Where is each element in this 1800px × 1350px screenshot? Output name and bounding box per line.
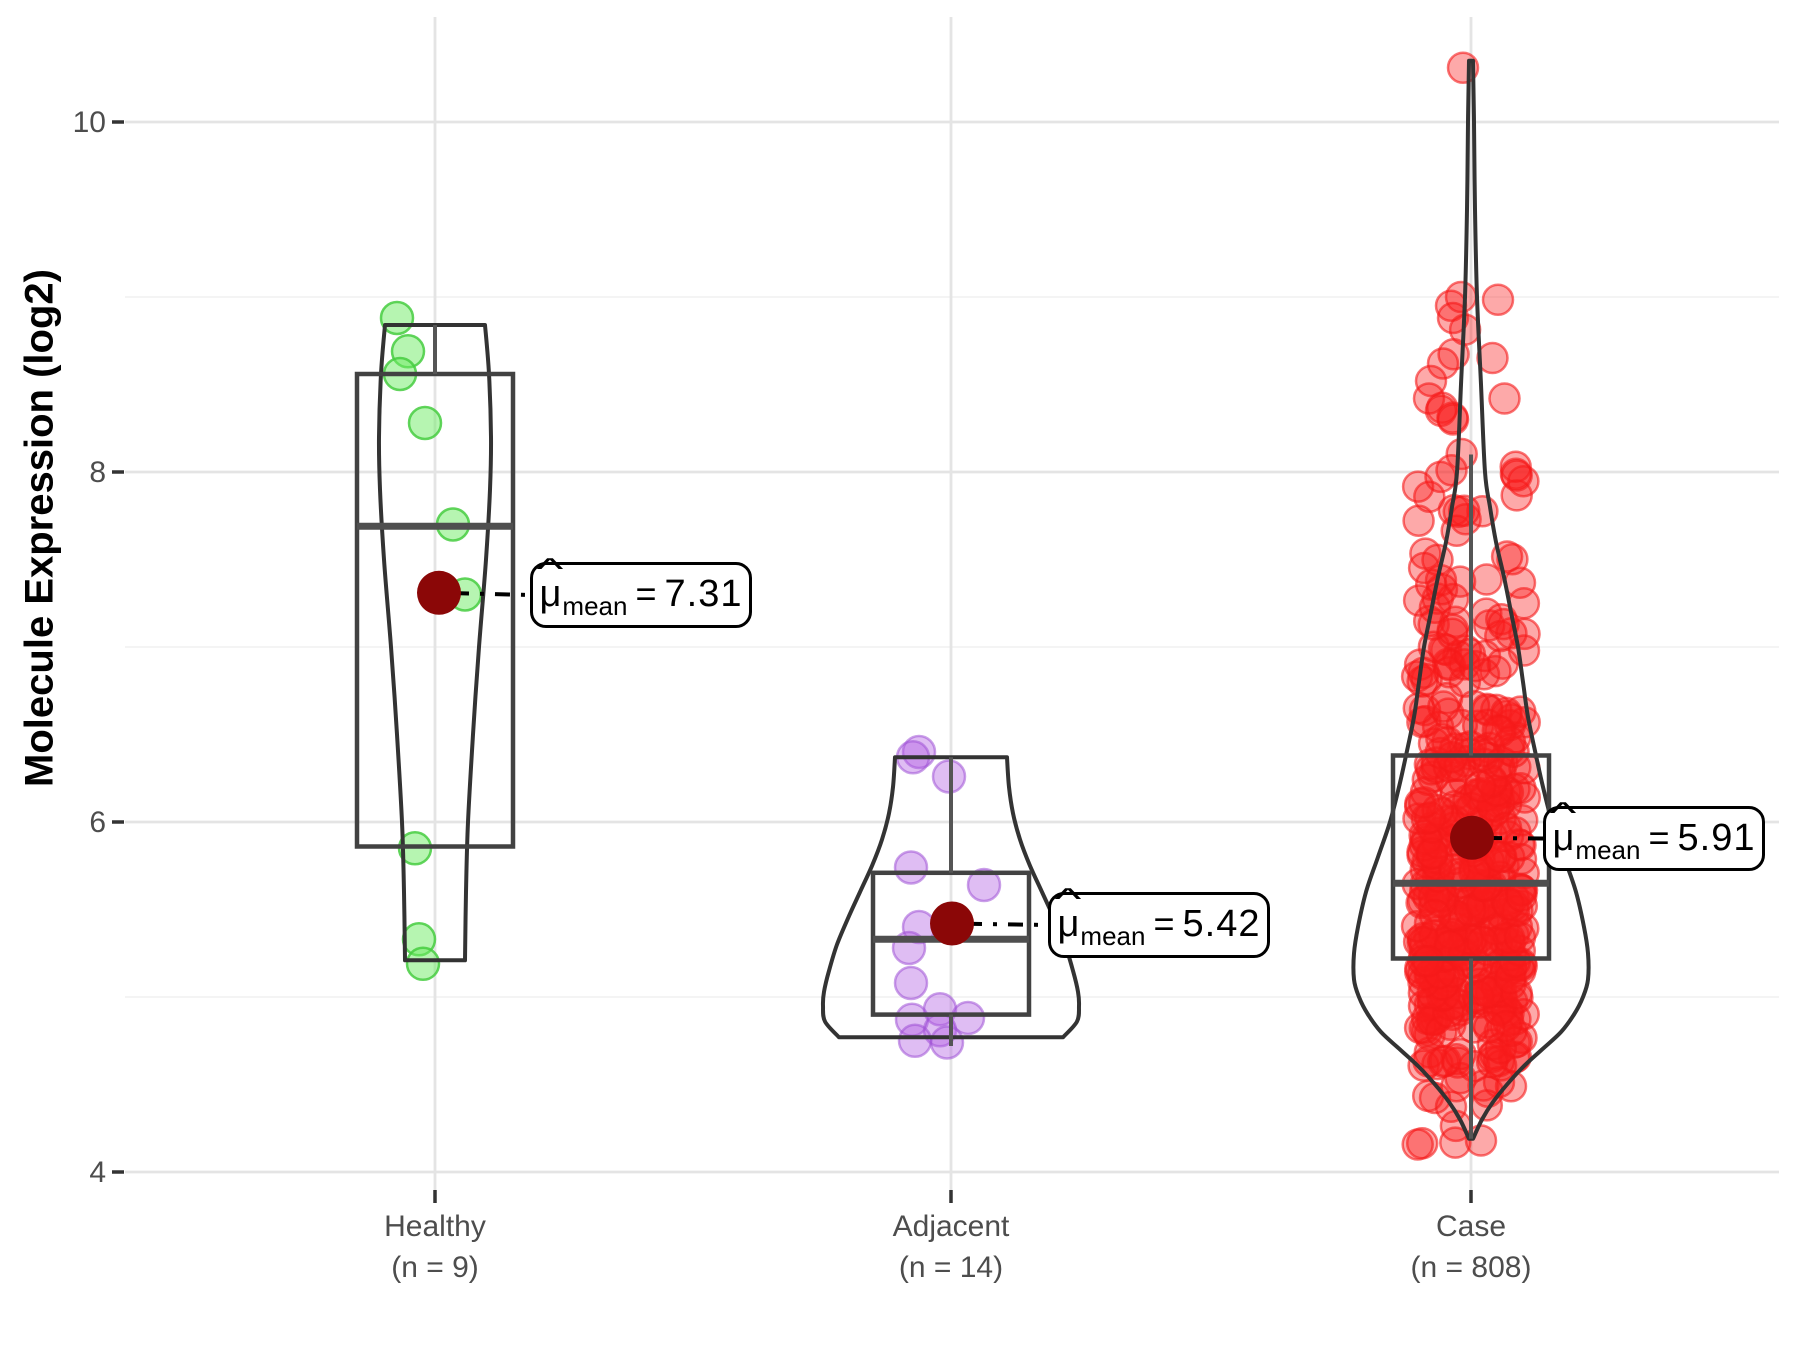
- annotation-value: 5.91: [1677, 817, 1756, 859]
- jitter-point-case: [1481, 283, 1515, 317]
- mean-dot-healthy: [417, 570, 461, 615]
- jitter-point-case: [1426, 347, 1460, 380]
- jitter-point-case: [1415, 837, 1449, 871]
- jitter-point-case: [1443, 565, 1477, 598]
- jitter-point-case: [1412, 944, 1445, 978]
- jitter-point-adjacent: [893, 850, 929, 885]
- jitter-point-case: [1436, 301, 1470, 335]
- jitter-point-case: [1444, 1037, 1477, 1071]
- violin-outline-adjacent: [820, 755, 1082, 1040]
- jitter-point-case: [1463, 770, 1497, 803]
- jitter-point-healthy: [405, 946, 441, 982]
- annotation-subscript: mean: [1575, 835, 1641, 865]
- jitter-point-case: [1466, 925, 1499, 959]
- mu-hat-symbol: ^ μ: [537, 555, 564, 615]
- jitter-point-case: [1498, 945, 1532, 978]
- jitter-point-adjacent: [893, 965, 929, 1001]
- jitter-point-case: [1486, 647, 1519, 680]
- jitter-point-case: [1436, 613, 1470, 647]
- violin-outline-healthy: [376, 323, 494, 963]
- jitter-point-adjacent: [966, 867, 1002, 903]
- y-tick-label-4: 4: [89, 1156, 106, 1189]
- x-axis-label-adjacent: Adjacent (n = 14): [893, 1210, 1010, 1284]
- hat-icon: ^: [1550, 797, 1577, 830]
- annotation-subscript: mean: [562, 591, 628, 621]
- annotation-equals: =: [1153, 903, 1175, 944]
- mean-annotation-case: ^ μmean = 5.91: [1543, 799, 1765, 871]
- jitter-point-case: [1436, 403, 1470, 436]
- y-tick-label-8: 8: [89, 456, 106, 489]
- mean-connector-case: [1471, 835, 1544, 841]
- jitter-point-case: [1435, 454, 1468, 487]
- jitter-point-case: [1476, 341, 1509, 375]
- jitter-point-case: [1500, 459, 1533, 492]
- jitter-point-case: [1418, 898, 1452, 932]
- jitter-point-case: [1401, 1128, 1434, 1161]
- mu-symbol: μ: [1057, 903, 1080, 945]
- jitter-point-adjacent: [929, 1025, 965, 1060]
- jitter-point-case: [1490, 696, 1523, 730]
- jitter-point-case: [1472, 1010, 1506, 1044]
- hat-icon: ^: [1055, 883, 1082, 916]
- jitter-point-case: [1439, 1126, 1472, 1159]
- mu-hat-symbol: ^ μ: [1550, 799, 1577, 859]
- mean-annotation-healthy: ^ μmean = 7.31: [530, 555, 752, 628]
- mu-hat-symbol: ^ μ: [1055, 885, 1082, 945]
- mu-symbol: μ: [1552, 817, 1575, 859]
- jitter-point-case: [1503, 921, 1537, 954]
- jitter-point-adjacent: [897, 1023, 933, 1059]
- y-axis-title: Molecule Expression (log2): [17, 269, 62, 787]
- mean-dot-adjacent: [930, 901, 974, 946]
- jitter-point-case: [1470, 563, 1503, 596]
- x-axis-label-case: Case (n = 808): [1411, 1210, 1532, 1284]
- annotation-value: 5.42: [1182, 903, 1261, 945]
- x-axis-label-healthy: Healthy (n = 9): [384, 1210, 486, 1284]
- jitter-point-case: [1412, 382, 1446, 415]
- jitter-point-case: [1496, 543, 1529, 576]
- jitter-point-case: [1430, 681, 1464, 715]
- y-tick-label-6: 6: [89, 806, 106, 839]
- annotation-equals: =: [635, 573, 657, 614]
- mu-symbol: μ: [539, 573, 562, 615]
- jitter-point-healthy: [407, 405, 443, 441]
- mean-dot-case: [1450, 815, 1494, 860]
- annotation-subscript: mean: [1080, 921, 1146, 951]
- annotation-value: 7.31: [664, 573, 743, 615]
- annotation-equals: =: [1648, 817, 1670, 858]
- jitter-point-case: [1484, 714, 1517, 748]
- mean-annotation-adjacent: ^ μmean = 5.42: [1048, 885, 1270, 958]
- y-tick-label-10: 10: [73, 106, 106, 139]
- jitter-point-case: [1489, 1009, 1522, 1043]
- jitter-point-case: [1488, 382, 1521, 415]
- jitter-point-adjacent: [901, 734, 937, 770]
- hat-icon: ^: [537, 553, 564, 586]
- jitter-point-case: [1407, 551, 1441, 585]
